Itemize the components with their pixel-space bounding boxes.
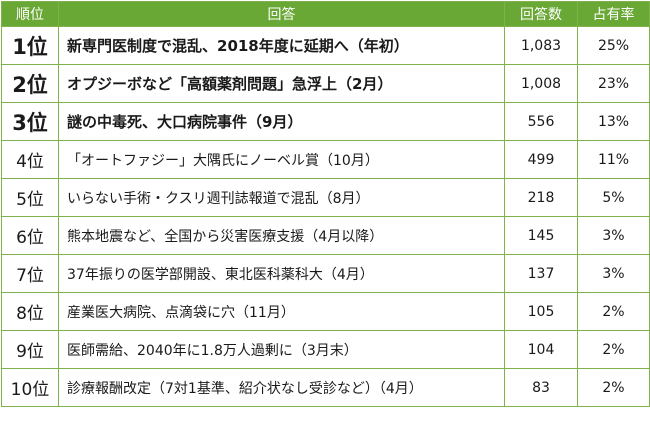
share-cell: 3% [577, 216, 650, 255]
share-cell: 2% [577, 292, 650, 331]
share-cell: 3% [577, 254, 650, 293]
count-cell: 83 [504, 368, 578, 407]
count-cell: 145 [504, 216, 578, 255]
answer-cell: 新専門医制度で混乱、2018年度に延期へ（年初） [58, 26, 505, 65]
table-row: 5位 いらない手術・クスリ週刊誌報道で混乱（8月） 218 5% [1, 178, 650, 217]
rank-cell: 7位 [1, 254, 59, 293]
table-row: 3位 謎の中毒死、大口病院事件（9月） 556 13% [1, 102, 650, 141]
answer-cell: 産業医大病院、点滴袋に穴（11月） [58, 292, 505, 331]
table-row: 10位 診療報酬改定（7対1基準、紹介状なし受診など）（4月） 83 2% [1, 368, 650, 407]
share-cell: 13% [577, 102, 650, 141]
table-row: 6位 熊本地震など、全国から災害医療支援（4月以降） 145 3% [1, 216, 650, 255]
answer-cell: 診療報酬改定（7対1基準、紹介状なし受診など）（4月） [58, 368, 505, 407]
count-cell: 218 [504, 178, 578, 217]
table-row: 7位 37年振りの医学部開設、東北医科薬科大（4月） 137 3% [1, 254, 650, 293]
rank-cell: 4位 [1, 140, 59, 179]
share-cell: 11% [577, 140, 650, 179]
count-cell: 499 [504, 140, 578, 179]
answer-cell: 37年振りの医学部開設、東北医科薬科大（4月） [58, 254, 505, 293]
rank-cell: 5位 [1, 178, 59, 217]
share-cell: 25% [577, 26, 650, 65]
answer-cell: 謎の中毒死、大口病院事件（9月） [58, 102, 505, 141]
count-cell: 137 [504, 254, 578, 293]
header-row: 順位 回答 回答数 占有率 [1, 1, 650, 27]
rank-cell: 8位 [1, 292, 59, 331]
header-share: 占有率 [577, 1, 650, 27]
answer-cell: いらない手術・クスリ週刊誌報道で混乱（8月） [58, 178, 505, 217]
answer-cell: オプジーボなど「高額薬剤問題」急浮上（2月） [58, 64, 505, 103]
rank-cell: 1位 [1, 26, 59, 65]
rank-cell: 3位 [1, 102, 59, 141]
count-cell: 556 [504, 102, 578, 141]
table-row: 1位 新専門医制度で混乱、2018年度に延期へ（年初） 1,083 25% [1, 26, 650, 65]
answer-cell: 「オートファジー」大隅氏にノーベル賞（10月） [58, 140, 505, 179]
share-cell: 5% [577, 178, 650, 217]
table-row: 9位 医師需給、2040年に1.8万人過剰に（3月末） 104 2% [1, 330, 650, 369]
answer-cell: 熊本地震など、全国から災害医療支援（4月以降） [58, 216, 505, 255]
table-row: 4位 「オートファジー」大隅氏にノーベル賞（10月） 499 11% [1, 140, 650, 179]
rank-cell: 9位 [1, 330, 59, 369]
ranking-table: 順位 回答 回答数 占有率 1位 新専門医制度で混乱、2018年度に延期へ（年初… [1, 1, 650, 407]
rank-cell: 10位 [1, 368, 59, 407]
table-row: 2位 オプジーボなど「高額薬剤問題」急浮上（2月） 1,008 23% [1, 64, 650, 103]
count-cell: 105 [504, 292, 578, 331]
header-rank: 順位 [1, 1, 59, 27]
header-answer: 回答 [58, 1, 505, 27]
share-cell: 23% [577, 64, 650, 103]
count-cell: 1,083 [504, 26, 578, 65]
header-count: 回答数 [504, 1, 578, 27]
answer-cell: 医師需給、2040年に1.8万人過剰に（3月末） [58, 330, 505, 369]
count-cell: 1,008 [504, 64, 578, 103]
share-cell: 2% [577, 368, 650, 407]
table-row: 8位 産業医大病院、点滴袋に穴（11月） 105 2% [1, 292, 650, 331]
rank-cell: 6位 [1, 216, 59, 255]
share-cell: 2% [577, 330, 650, 369]
rank-cell: 2位 [1, 64, 59, 103]
count-cell: 104 [504, 330, 578, 369]
